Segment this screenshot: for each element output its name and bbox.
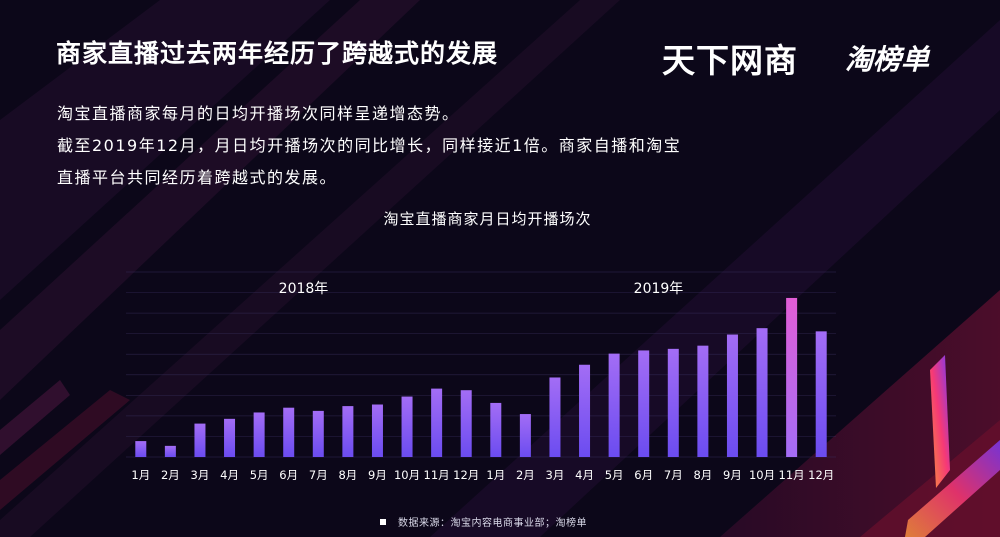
brand-logo-tianxiawangshang: 天下网商 — [662, 41, 798, 80]
x-tick-label: 5月 — [250, 468, 269, 482]
bar-10 — [401, 396, 413, 457]
bar-20 — [697, 345, 709, 457]
bar-12 — [460, 390, 472, 457]
x-tick-label: 6月 — [279, 468, 298, 482]
x-tick-label: 9月 — [368, 468, 387, 482]
description-line-1: 淘宝直播商家每月的日均开播场次同样呈递增态势。 — [57, 104, 460, 123]
bar-18 — [638, 350, 650, 457]
x-tick-label: 2月 — [161, 468, 180, 482]
bar-16 — [579, 364, 591, 457]
data-source-text: 数据来源：淘宝内容电商事业部；淘榜单 — [398, 518, 587, 529]
bar-2 — [164, 445, 176, 457]
x-tick-label: 10月 — [749, 468, 775, 482]
bar-6 — [283, 407, 295, 457]
description-line-2: 截至2019年12月，月日均开播场次的同比增长，同样接近1倍。商家自播和淘宝 — [57, 136, 682, 155]
bar-11 — [431, 388, 443, 457]
x-tick-label: 11月 — [424, 468, 450, 482]
page-title: 商家直播过去两年经历了跨越式的发展 — [56, 39, 499, 68]
bar-19 — [667, 348, 679, 457]
bullet-icon — [380, 519, 386, 525]
x-tick-label: 4月 — [220, 468, 239, 482]
x-tick-label: 12月 — [453, 468, 479, 482]
description-line-3: 直播平台共同经历着跨越式的发展。 — [57, 168, 338, 187]
year-group-label: 2019年 — [634, 281, 684, 297]
x-tick-label: 3月 — [191, 468, 210, 482]
x-tick-label: 12月 — [808, 468, 834, 482]
bar-9 — [371, 404, 383, 457]
bar-5 — [253, 412, 265, 457]
x-tick-label: 9月 — [723, 468, 742, 482]
year-group-label: 2018年 — [279, 281, 329, 297]
x-tick-label: 8月 — [693, 468, 712, 482]
bar-17 — [608, 353, 620, 457]
bar-21 — [726, 334, 738, 457]
x-tick-label: 7月 — [664, 468, 683, 482]
bar-3 — [194, 423, 206, 457]
x-tick-label: 1月 — [486, 468, 505, 482]
chart-year-labels: 2018年 2019年 — [279, 281, 684, 297]
bar-8 — [342, 406, 354, 457]
chart-grid — [126, 271, 836, 458]
brand-logo-taobangdan: 淘榜单 — [845, 43, 930, 76]
x-tick-label: 6月 — [634, 468, 653, 482]
bar-22 — [756, 328, 768, 457]
x-tick-label: 1月 — [131, 468, 150, 482]
chart-title: 淘宝直播商家月日均开播场次 — [383, 210, 592, 228]
bar-7 — [312, 410, 324, 457]
x-tick-label: 7月 — [309, 468, 328, 482]
x-tick-label: 5月 — [605, 468, 624, 482]
x-tick-label: 11月 — [779, 468, 805, 482]
x-tick-label: 10月 — [394, 468, 420, 482]
bar-23 — [786, 297, 798, 457]
data-source-note: 数据来源：淘宝内容电商事业部；淘榜单 — [380, 514, 587, 529]
bar-24 — [815, 331, 827, 457]
x-tick-label: 3月 — [546, 468, 565, 482]
chart-bars — [135, 297, 827, 457]
bar-4 — [224, 418, 236, 457]
x-tick-label: 8月 — [338, 468, 357, 482]
bar-15 — [549, 377, 561, 457]
chart-x-labels: 1月 2月 3月 4月 5月 6月 7月 8月 9月 10月 11月 12月 1月 2月 3月 4月 5月 6月 7… — [131, 468, 834, 482]
bar-13 — [490, 402, 502, 457]
bar-1 — [135, 441, 147, 457]
x-tick-label: 2月 — [516, 468, 535, 482]
bar-14 — [519, 414, 531, 457]
x-tick-label: 4月 — [575, 468, 594, 482]
